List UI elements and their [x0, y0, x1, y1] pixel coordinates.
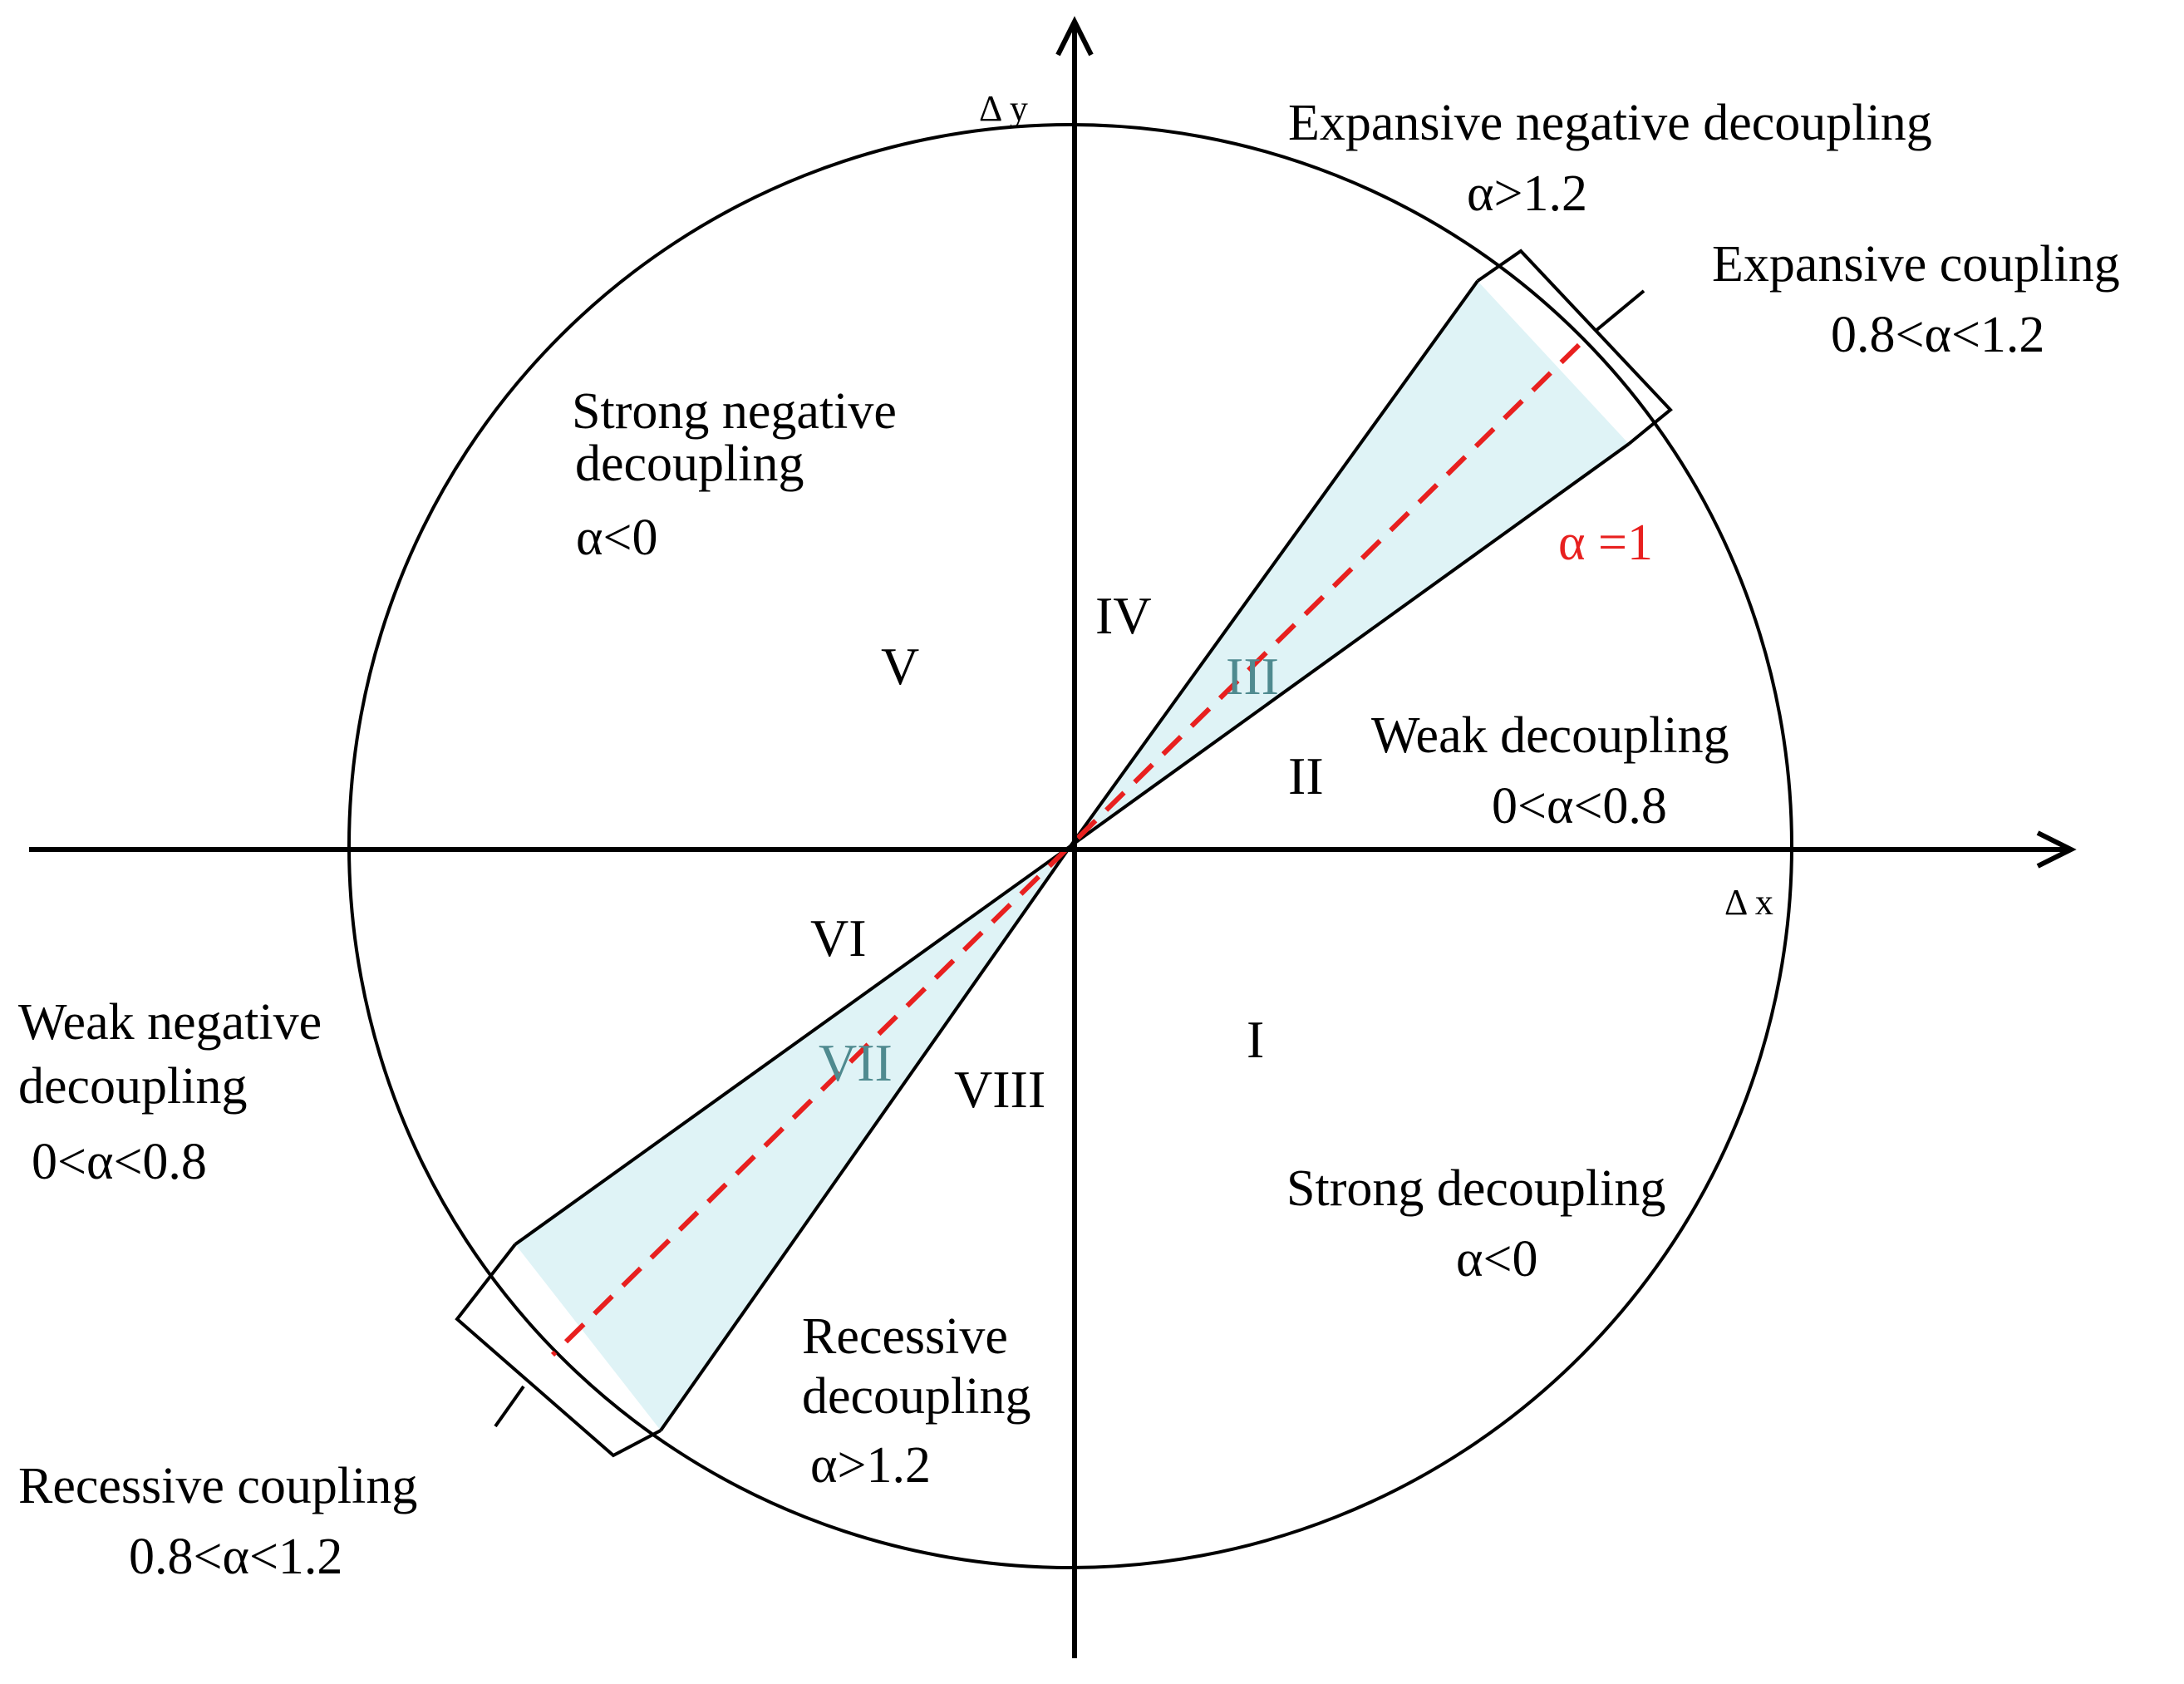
- band-boundary-upper-right: [1069, 442, 1631, 848]
- recessive-decoupling-label-line1: Recessive: [802, 1308, 1008, 1365]
- y-axis: [1055, 16, 1094, 1658]
- sector-label-III: III: [1226, 647, 1279, 706]
- sector-label-V: V: [881, 637, 919, 696]
- band-boundary-upper-left: [1069, 279, 1479, 848]
- band-boundary-lower-right: [659, 844, 1072, 1432]
- strong-decoupling-label: Strong decoupling: [1286, 1160, 1665, 1217]
- strong-negative-decoupling-condition: α<0: [576, 510, 657, 566]
- sector-label-VIII: VIII: [954, 1060, 1045, 1119]
- x-axis-arrowhead: [2036, 830, 2077, 869]
- sector-label-II: II: [1288, 746, 1324, 805]
- recessive-coupling-label: Recessive coupling: [18, 1458, 417, 1514]
- strong-negative-decoupling-label-line2: decoupling: [575, 436, 804, 492]
- x-axis-label: Δ x: [1724, 882, 1773, 923]
- band-boundary-lower-left: [514, 844, 1072, 1246]
- sector-label-IV: IV: [1095, 586, 1152, 645]
- recessive-decoupling-label-line2: decoupling: [802, 1368, 1031, 1425]
- alpha-one-label: α =1: [1558, 515, 1653, 571]
- boundary-circle: [347, 123, 1793, 1569]
- sector-label-VI: VI: [810, 908, 867, 968]
- weak-decoupling-label: Weak decoupling: [1371, 707, 1729, 764]
- weak-decoupling-condition: 0<α<0.8: [1492, 778, 1667, 835]
- recessive-coupling-bracket: [455, 1243, 662, 1458]
- sector-label-I: I: [1247, 1010, 1264, 1069]
- recessive-coupling-band: [515, 846, 1070, 1430]
- weak-negative-decoupling-condition: 0<α<0.8: [32, 1134, 207, 1190]
- recessive-coupling-condition: 0.8<α<1.2: [129, 1529, 342, 1585]
- expansive-coupling-label: Expansive coupling: [1712, 236, 2120, 293]
- y-axis-label: Δ y: [979, 88, 1028, 129]
- weak-negative-decoupling-label-line1: Weak negative: [18, 994, 322, 1051]
- x-axis: [29, 830, 2077, 869]
- expansive-coupling-condition: 0.8<α<1.2: [1831, 307, 2044, 363]
- expansive-negative-decoupling-condition: α>1.2: [1467, 165, 1587, 222]
- expansive-negative-decoupling-label: Expansive negative decoupling: [1288, 95, 1932, 151]
- recessive-decoupling-condition: α>1.2: [810, 1437, 931, 1494]
- y-axis-arrowhead: [1055, 16, 1094, 57]
- weak-negative-decoupling-label-line2: decoupling: [18, 1058, 248, 1115]
- strong-decoupling-condition: α<0: [1456, 1231, 1537, 1288]
- sector-label-VII: VII: [819, 1033, 893, 1092]
- expansive-coupling-bracket: [1476, 249, 1673, 446]
- strong-negative-decoupling-label-line1: Strong negative: [572, 383, 897, 440]
- expansive-coupling-band: [1070, 281, 1629, 846]
